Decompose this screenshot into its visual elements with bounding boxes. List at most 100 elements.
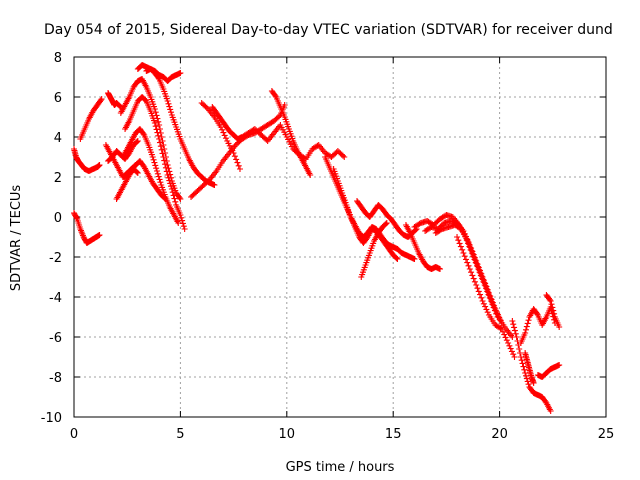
data-point (478, 273, 485, 280)
data-point (171, 195, 178, 202)
data-point (470, 275, 477, 282)
data-point (411, 256, 418, 262)
data-point (479, 298, 486, 304)
data-point (180, 223, 187, 230)
data-point (155, 118, 162, 125)
data-point (166, 103, 173, 110)
data-point (140, 130, 147, 137)
data-point (158, 146, 165, 153)
data-point (482, 303, 489, 310)
data-point (153, 168, 160, 174)
data-point (506, 342, 513, 349)
data-point (457, 243, 464, 250)
data-point (382, 220, 389, 227)
data-point (168, 109, 175, 116)
x-tick-label: 10 (279, 427, 296, 442)
data-point (149, 154, 156, 160)
data-point (150, 156, 157, 163)
y-tick-label: -8 (49, 371, 62, 386)
data-point (464, 259, 471, 266)
data-point (178, 214, 185, 221)
data-point (467, 244, 474, 251)
data-point (465, 262, 472, 269)
data-point (525, 381, 532, 388)
data-point (133, 138, 140, 145)
data-point (524, 378, 531, 385)
y-tick-label: 2 (54, 171, 62, 186)
data-point (490, 302, 497, 308)
series-arc-30 (543, 292, 563, 330)
plot-area (73, 56, 607, 418)
data-point (235, 162, 242, 169)
x-axis-label: GPS time / hours (286, 460, 395, 475)
data-point (177, 70, 184, 76)
data-point (177, 212, 184, 218)
data-point (341, 154, 348, 160)
data-point (97, 97, 104, 104)
data-point (501, 331, 508, 338)
data-point (175, 220, 182, 226)
data-point (156, 122, 163, 128)
data-point (522, 330, 529, 336)
y-tick-label: 6 (54, 91, 62, 106)
data-point (168, 186, 175, 192)
data-point (161, 195, 168, 202)
data-point (473, 260, 480, 267)
data-point (524, 320, 531, 327)
data-point (510, 351, 517, 358)
data-point (495, 313, 502, 320)
data-point (471, 254, 478, 260)
data-point (494, 310, 501, 317)
data-point (164, 98, 171, 104)
series-arc-3 (77, 96, 105, 142)
data-point (454, 234, 461, 240)
data-point (230, 150, 237, 156)
data-point (393, 255, 400, 262)
data-point (96, 162, 103, 168)
data-point (455, 237, 462, 244)
data-point (156, 176, 163, 183)
data-point (497, 325, 504, 332)
data-point (179, 217, 186, 224)
data-point (165, 174, 172, 181)
data-point (165, 100, 172, 107)
data-point (473, 282, 480, 288)
data-point (461, 253, 468, 260)
data-point (518, 357, 525, 364)
data-point (98, 96, 105, 102)
series-arc-15 (198, 100, 243, 172)
data-point (502, 334, 509, 341)
series-arc-2 (71, 146, 103, 174)
data-point (469, 250, 476, 257)
data-point (339, 152, 346, 159)
series-arc-22 (402, 222, 444, 272)
data-point (383, 220, 390, 226)
y-tick-label: -10 (41, 411, 62, 426)
data-point (156, 136, 163, 142)
data-point (513, 334, 520, 340)
data-point (134, 138, 141, 144)
data-point (482, 282, 489, 289)
data-point (474, 285, 481, 292)
series-arc-4 (105, 90, 124, 110)
data-point (172, 198, 179, 205)
data-point (152, 162, 159, 169)
series-arc-31 (522, 350, 537, 386)
data-point (511, 354, 518, 360)
data-point (160, 142, 167, 148)
data-point (517, 350, 524, 356)
data-point (471, 278, 478, 285)
data-point (510, 321, 517, 328)
data-point (498, 326, 505, 332)
data-point (203, 104, 210, 111)
data-point (530, 380, 537, 386)
data-point (509, 318, 516, 324)
data-point (477, 291, 484, 298)
data-point (157, 143, 164, 150)
data-point (233, 156, 240, 163)
data-point (492, 307, 499, 314)
data-point (484, 309, 491, 316)
data-point (480, 276, 487, 283)
data-point (505, 340, 512, 346)
